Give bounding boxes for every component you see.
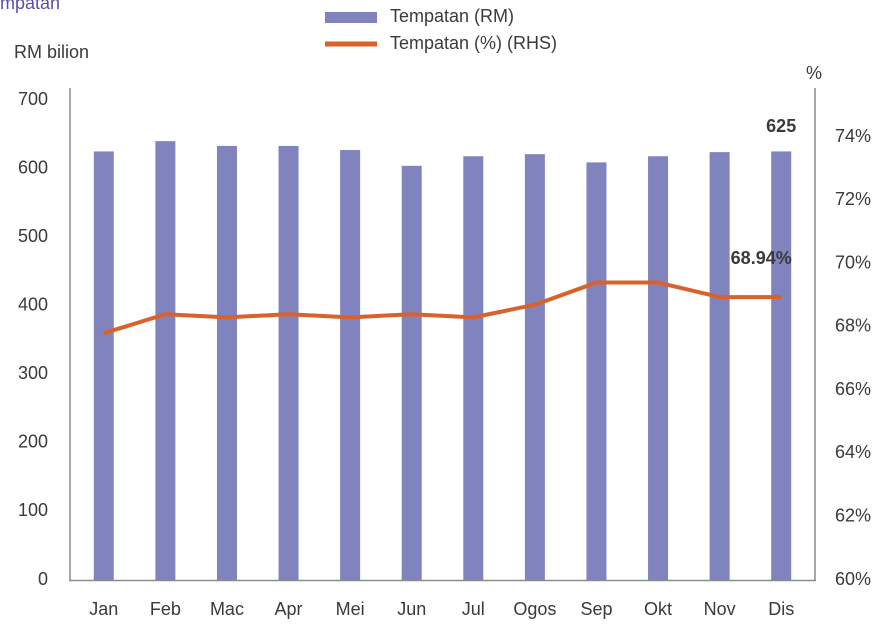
bar xyxy=(340,150,361,581)
y2-axis-label: % xyxy=(806,63,822,83)
x-tick-label: Mei xyxy=(336,599,365,619)
bar xyxy=(93,151,114,580)
legend-label: Tempatan (%) (RHS) xyxy=(390,33,557,53)
bar xyxy=(524,154,545,580)
y-tick-label: 700 xyxy=(18,89,48,109)
x-tick-label: Nov xyxy=(704,599,736,619)
x-tick-label: Apr xyxy=(275,599,303,619)
bar xyxy=(401,165,422,581)
y2-tick-label: 68% xyxy=(835,316,871,336)
legend-label: Tempatan (RM) xyxy=(390,6,514,26)
x-tick-label: Jul xyxy=(462,599,485,619)
x-tick-label: Jun xyxy=(397,599,426,619)
x-tick-label: Okt xyxy=(644,599,672,619)
bar xyxy=(216,145,237,580)
legend-swatch xyxy=(325,12,377,23)
x-tick-label: Jan xyxy=(89,599,118,619)
x-tick-label: Ogos xyxy=(513,599,556,619)
y2-tick-label: 60% xyxy=(835,569,871,589)
y-tick-label: 600 xyxy=(18,157,48,177)
bar xyxy=(155,141,176,580)
chart-title: mpatan xyxy=(0,0,60,13)
y2-tick-label: 70% xyxy=(835,252,871,272)
y-tick-label: 500 xyxy=(18,226,48,246)
y-tick-label: 0 xyxy=(38,569,48,589)
data-label: 68.94% xyxy=(731,248,792,268)
y2-tick-label: 74% xyxy=(835,126,871,146)
y2-tick-label: 72% xyxy=(835,189,871,209)
x-tick-label: Dis xyxy=(768,599,794,619)
x-tick-label: Mac xyxy=(210,599,244,619)
y-tick-label: 300 xyxy=(18,363,48,383)
line xyxy=(103,280,782,336)
x-tick-label: Sep xyxy=(580,599,612,619)
y2-tick-label: 66% xyxy=(835,379,871,399)
y-tick-label: 100 xyxy=(18,500,48,520)
y2-tick-label: 64% xyxy=(835,442,871,462)
bar xyxy=(648,156,669,580)
bar xyxy=(586,162,607,580)
bar xyxy=(771,151,792,580)
bar xyxy=(278,145,299,580)
y-axis-label: RM bilion xyxy=(14,42,89,62)
y2-tick-label: 62% xyxy=(835,505,871,525)
y-tick-label: 400 xyxy=(18,294,48,314)
data-label: 625 xyxy=(766,116,796,136)
bar xyxy=(709,152,730,580)
y-tick-label: 200 xyxy=(18,432,48,452)
bar xyxy=(463,156,484,580)
x-tick-label: Feb xyxy=(150,599,181,619)
